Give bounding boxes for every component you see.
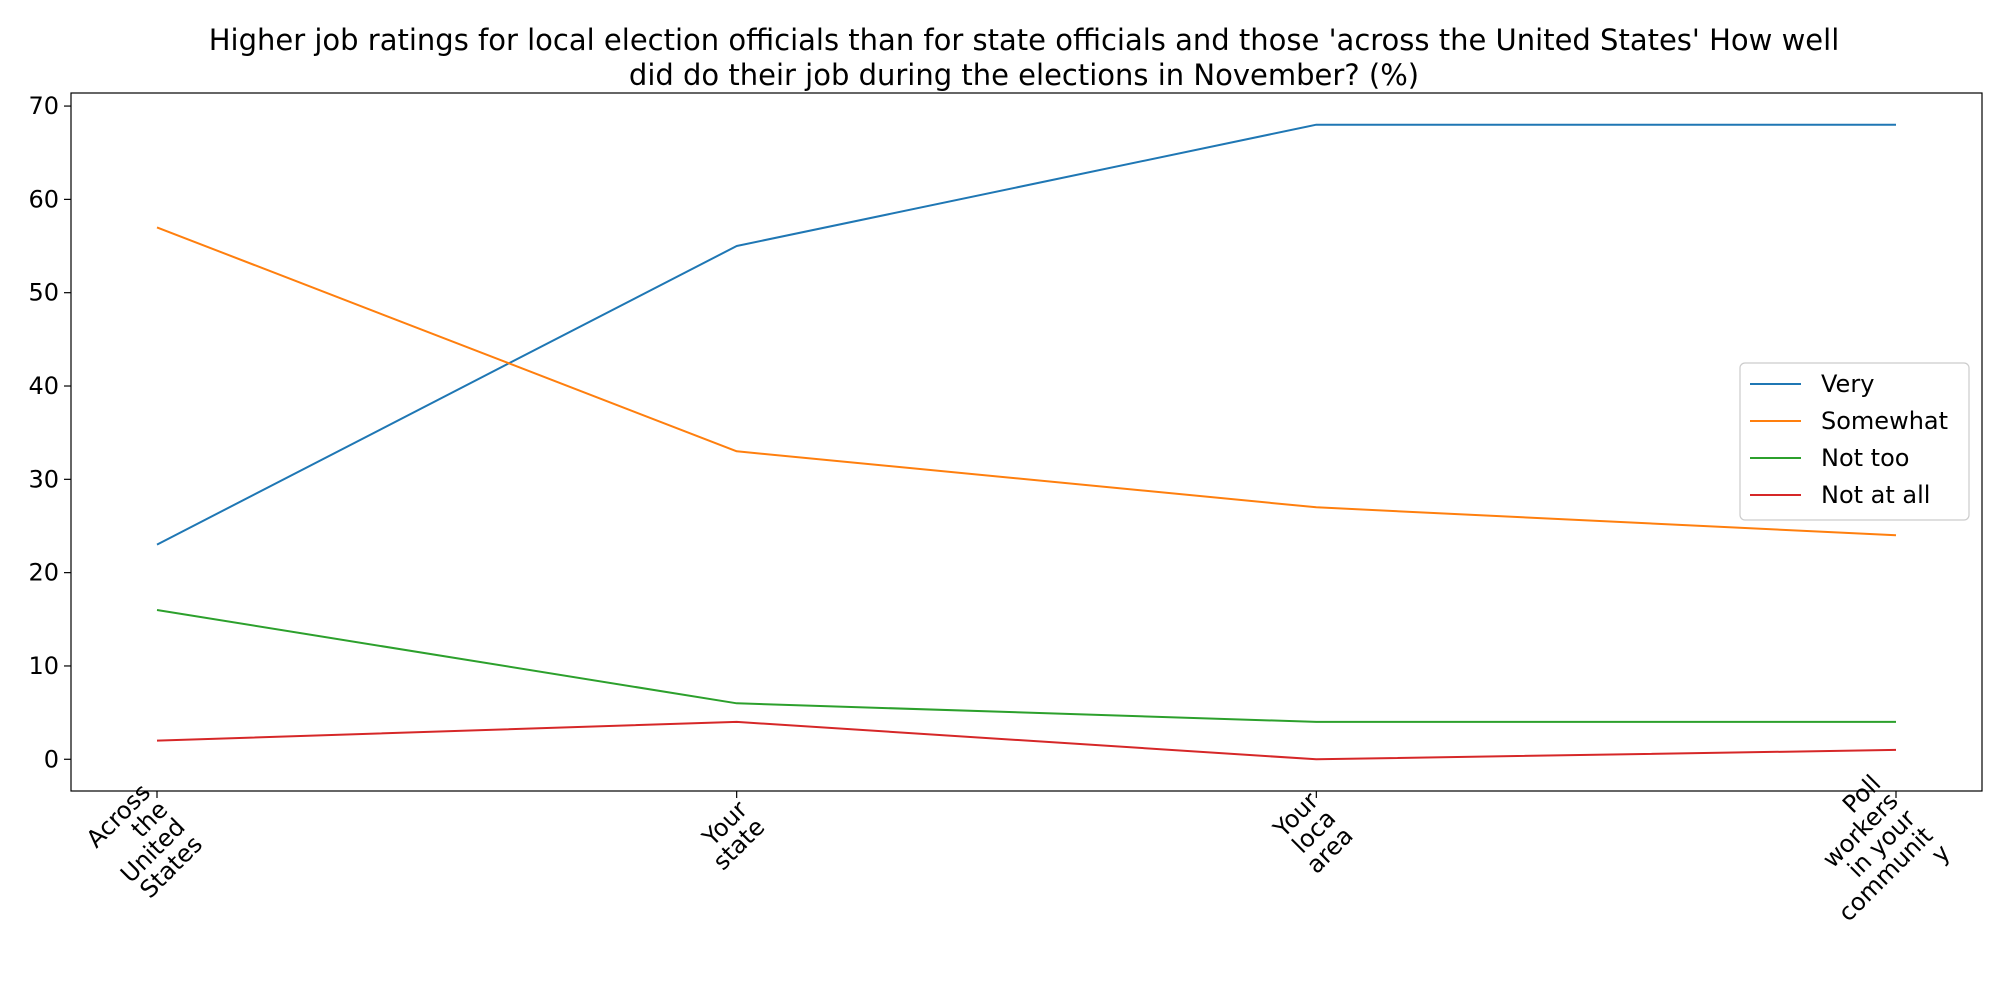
x-tick-label-line: y — [1926, 839, 1956, 869]
y-tick-label: 40 — [28, 372, 59, 400]
y-tick-label: 70 — [28, 92, 59, 120]
x-tick-label: Yourstate — [690, 795, 770, 875]
series-line-not-at-all — [156, 720, 1897, 761]
series-line-somewhat — [156, 226, 1897, 537]
y-tick-label: 50 — [28, 279, 59, 307]
chart-title-line-2: did do their job during the elections in… — [629, 58, 1419, 92]
legend-box — [1739, 362, 1970, 521]
plot-area: 0 10 20 30 40 50 60 70 AcrosstheUnitedStates Your… — [28, 92, 1983, 944]
legend-label-not-too: Not too — [1821, 444, 1909, 472]
svg-text:Pollworkersin yourcommunity: Pollworkersin yourcommunity — [1781, 769, 1956, 944]
x-tick-label: AcrosstheUnitedStates — [80, 778, 208, 906]
plot-frame — [70, 92, 1983, 792]
legend-label-very: Very — [1821, 370, 1874, 398]
x-tick-label: Pollworkersin yourcommunity — [1781, 769, 1956, 944]
x-tick-label: Yourlocaarea — [1266, 787, 1358, 879]
svg-text:Yourlocaarea: Yourlocaarea — [1266, 787, 1358, 879]
y-tick-label: 20 — [28, 559, 59, 587]
series-line-very — [156, 123, 1896, 546]
y-tick-label: 10 — [28, 652, 59, 680]
y-tick-label: 30 — [28, 465, 59, 493]
legend: Very Somewhat Not too Not at all — [1739, 362, 1970, 521]
y-tick-label: 60 — [28, 185, 59, 213]
y-tick-label: 0 — [44, 745, 59, 773]
svg-text:AcrosstheUnitedStates: AcrosstheUnitedStates — [80, 778, 208, 906]
legend-label-somewhat: Somewhat — [1821, 407, 1948, 435]
series-line-not-too — [156, 609, 1896, 723]
legend-label-not-at-all: Not at all — [1821, 481, 1930, 509]
chart-title-line-1: Higher job ratings for local election of… — [209, 23, 1840, 57]
svg-text:Yourstate: Yourstate — [690, 795, 770, 875]
